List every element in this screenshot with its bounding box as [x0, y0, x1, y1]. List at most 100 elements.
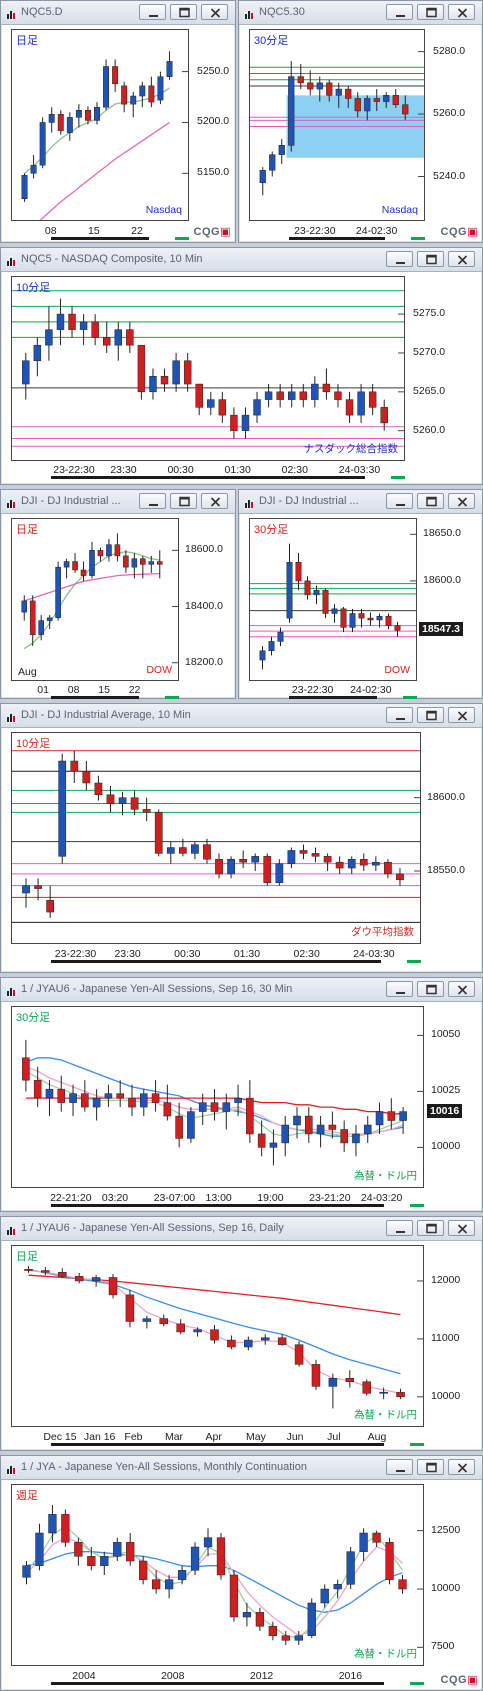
time-scrollbar[interactable] — [51, 476, 365, 479]
window-titlebar[interactable]: DJI - DJ Industrial Average, 10 Min — [1, 704, 482, 728]
candle-body — [142, 809, 151, 813]
chart-window-dji-daily[interactable]: DJI - DJ Industrial ... 日足 DOW Aug 18600.0 18… — [0, 489, 236, 699]
time-scrollbar[interactable] — [51, 960, 381, 963]
chart-window-jyau6-30[interactable]: 1 / JYAU6 - Japanese Yen-All Sessions, S… — [0, 977, 483, 1212]
minimize-button[interactable] — [386, 251, 413, 267]
price-chart — [12, 290, 404, 447]
minimize-button[interactable] — [386, 1459, 413, 1475]
maximize-button[interactable] — [417, 493, 444, 509]
candle-body — [352, 1133, 360, 1144]
minimize-button[interactable] — [139, 493, 166, 509]
candle-body — [264, 391, 273, 400]
plot-area[interactable]: 30分足 DOW — [249, 518, 417, 681]
close-button[interactable] — [448, 493, 475, 509]
candle-body — [362, 1381, 371, 1394]
window-titlebar[interactable]: DJI - DJ Industrial ... — [239, 490, 482, 514]
candle-body — [203, 844, 211, 860]
candle-body — [38, 620, 44, 635]
minimize-button[interactable] — [386, 1220, 413, 1236]
window-titlebar[interactable]: NQC5.D — [1, 1, 235, 25]
window-title: DJI - DJ Industrial ... — [259, 495, 359, 507]
time-scrollbar[interactable] — [51, 1682, 384, 1685]
chart-window-dji-30[interactable]: DJI - DJ Industrial ... 30分足 DOW 18650.0 186… — [238, 489, 483, 699]
minimize-button[interactable] — [386, 4, 413, 20]
price-chart — [21, 533, 178, 664]
x-axis-tick-label: 23-22:30 — [54, 948, 97, 960]
plot-area[interactable]: 日足 為替・ドル円 — [11, 1245, 424, 1427]
time-scrollbar[interactable] — [51, 237, 149, 240]
window-titlebar[interactable]: NQC5.30 — [239, 1, 482, 25]
plot-area[interactable]: 10分足 ナスダック総合指数 — [11, 276, 405, 461]
plot-area[interactable]: 日足 DOW Aug — [11, 518, 179, 681]
candle-body — [281, 1124, 290, 1144]
minimize-button[interactable] — [386, 493, 413, 509]
chart-window-jyau6-daily[interactable]: 1 / JYAU6 - Japanese Yen-All Sessions, S… — [0, 1216, 483, 1451]
time-scrollbar[interactable] — [51, 696, 139, 699]
candle-body — [215, 859, 223, 875]
window-titlebar[interactable]: NQC5 - NASDAQ Composite, 10 Min — [1, 248, 482, 272]
y-axis-tick-label: 5270.0 — [413, 345, 446, 358]
candle-body — [176, 1323, 185, 1333]
minimize-button[interactable] — [386, 707, 413, 723]
plot-area[interactable]: 10分足 ダウ平均指数 — [11, 732, 421, 944]
candle-body — [57, 114, 64, 131]
close-button[interactable] — [448, 4, 475, 20]
moving-average-line — [26, 1551, 403, 1613]
plot-area[interactable]: 週足 為替・ドル円 — [11, 1484, 424, 1666]
close-button[interactable] — [448, 1459, 475, 1475]
chart-window-jya-monthly[interactable]: 1 / JYA - Japanese Yen-All Sessions, Mon… — [0, 1455, 483, 1691]
y-axis-tick-label: 5200.0 — [197, 115, 230, 128]
last-price-box: 10016 — [427, 1103, 463, 1118]
window-titlebar[interactable]: 1 / JYAU6 - Japanese Yen-All Sessions, S… — [1, 1217, 482, 1241]
candle-body — [335, 88, 342, 96]
close-button[interactable] — [448, 981, 475, 997]
candle-body — [22, 1565, 31, 1578]
plot-area[interactable]: 30分足 Nasdaq — [249, 29, 425, 221]
window-titlebar[interactable]: 1 / JYA - Japanese Yen-All Sessions, Mon… — [1, 1456, 482, 1480]
maximize-button[interactable] — [170, 493, 197, 509]
time-scrollbar[interactable] — [51, 1204, 384, 1207]
time-scrollbar[interactable] — [289, 696, 377, 699]
chart-window-dji-10[interactable]: DJI - DJ Industrial Average, 10 Min 10分足ダ… — [0, 703, 483, 973]
close-button[interactable] — [448, 251, 475, 267]
candle-body — [63, 561, 70, 568]
plot-area[interactable]: 30分足 為替・ドル円 — [11, 1006, 424, 1188]
chart-window-nqc5-daily[interactable]: NQC5.D 日足 Nasdaq 5250.0 5200.0 5150.0 08 15 22 CQ… — [0, 0, 236, 243]
maximize-button[interactable] — [417, 251, 444, 267]
close-button[interactable] — [201, 4, 228, 20]
price-chart — [24, 1265, 423, 1409]
maximize-button[interactable] — [417, 1459, 444, 1475]
maximize-button[interactable] — [417, 1220, 444, 1236]
candle-body — [297, 76, 304, 84]
maximize-button[interactable] — [417, 707, 444, 723]
time-scroll-end-marker — [403, 696, 417, 699]
candle-body — [295, 562, 302, 582]
maximize-button[interactable] — [417, 981, 444, 997]
candle-body — [183, 360, 192, 385]
candle-body — [313, 589, 320, 596]
x-axis-tick-label: 22-21:20 — [50, 1192, 92, 1204]
candle-body — [277, 631, 284, 642]
maximize-button[interactable] — [170, 4, 197, 20]
close-button[interactable] — [448, 1220, 475, 1236]
window-titlebar[interactable]: 1 / JYAU6 - Japanese Yen-All Sessions, S… — [1, 978, 482, 1002]
time-scrollbar[interactable] — [51, 1443, 384, 1446]
x-axis-tick-label: 01:30 — [233, 948, 261, 960]
time-scrollbar[interactable] — [289, 237, 385, 240]
candle-body — [74, 1276, 84, 1282]
minimize-button[interactable] — [139, 4, 166, 20]
close-button[interactable] — [448, 707, 475, 723]
chart-watermark: DOW — [146, 664, 172, 676]
close-button[interactable] — [201, 493, 228, 509]
chart-window-nqc5-10[interactable]: NQC5 - NASDAQ Composite, 10 Min 10分足 ナスダック… — [0, 247, 483, 485]
maximize-button[interactable] — [417, 4, 444, 20]
candle-body — [385, 1542, 394, 1580]
candle-body — [114, 329, 122, 346]
chart-window-nqc5-30[interactable]: NQC5.30 30分足 Nasdaq 5280.0 5260.0 5240.0 23-22… — [238, 0, 483, 243]
y-axis-tick-label: 5280.0 — [433, 44, 466, 57]
window-titlebar[interactable]: DJI - DJ Industrial ... — [1, 490, 235, 514]
minimize-button[interactable] — [386, 981, 413, 997]
candle-body — [175, 1115, 183, 1139]
plot-area[interactable]: 日足 Nasdaq — [11, 29, 189, 221]
